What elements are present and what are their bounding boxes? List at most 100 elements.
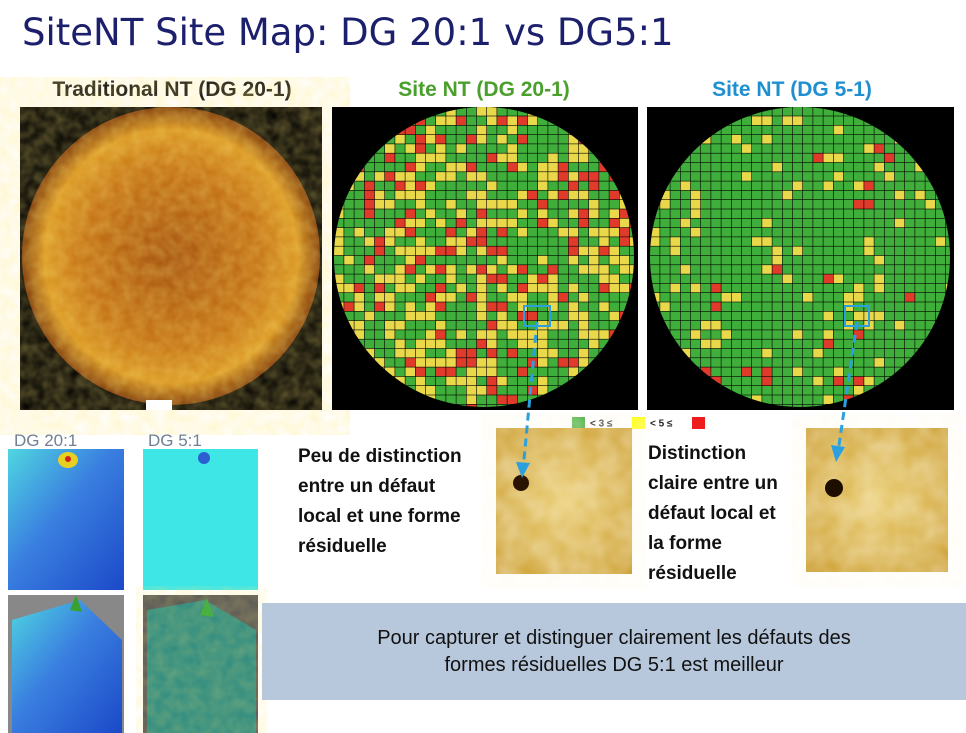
site-cell xyxy=(905,209,915,218)
site-cell xyxy=(364,218,375,228)
site-cell xyxy=(854,283,864,293)
site-cell xyxy=(813,255,823,265)
site-cell xyxy=(772,116,782,125)
site-cell xyxy=(690,153,701,163)
site-cell xyxy=(803,209,813,218)
site-cell xyxy=(935,209,946,218)
site-cell xyxy=(833,190,844,200)
site-cell xyxy=(578,255,589,265)
site-cell xyxy=(578,302,589,311)
site-cell xyxy=(690,246,701,256)
site-cell xyxy=(456,172,466,181)
site-cell xyxy=(843,116,854,125)
site-cell xyxy=(476,339,487,349)
site-cell xyxy=(905,246,915,256)
site-cell xyxy=(558,348,568,358)
site-cell xyxy=(456,218,466,228)
site-cell xyxy=(599,200,609,209)
site-cell xyxy=(854,265,864,274)
site-cell xyxy=(578,265,589,274)
site-cell xyxy=(589,218,599,228)
site-cell xyxy=(446,162,456,172)
site-cell xyxy=(803,190,813,200)
site-cell xyxy=(690,237,701,246)
site-cell xyxy=(517,190,528,200)
site-cell xyxy=(507,237,517,246)
site-cell xyxy=(517,302,528,311)
site-cell xyxy=(629,255,634,265)
site-cell xyxy=(792,339,803,349)
site-cell xyxy=(538,144,548,153)
site-cell xyxy=(874,246,884,256)
site-cell xyxy=(721,320,731,330)
site-cell xyxy=(517,274,528,284)
site-cell xyxy=(456,330,466,339)
site-cell xyxy=(894,227,905,237)
site-cell xyxy=(374,255,385,265)
site-cell xyxy=(752,116,762,125)
site-cell xyxy=(415,283,426,293)
site-cell xyxy=(731,283,742,293)
site-cell xyxy=(456,386,466,395)
site-cell xyxy=(772,265,782,274)
site-cell xyxy=(476,200,487,209)
site-cell xyxy=(548,181,558,191)
site-cell xyxy=(405,293,415,302)
site-cell xyxy=(803,218,813,228)
site-cell xyxy=(803,302,813,311)
site-cell xyxy=(874,181,884,191)
site-cell xyxy=(466,358,477,367)
site-cell xyxy=(741,218,752,228)
site-cell xyxy=(935,227,946,237)
site-cell xyxy=(466,293,477,302)
site-cell xyxy=(782,358,793,367)
site-cell xyxy=(752,395,762,404)
site-cell xyxy=(905,153,915,163)
site-cell xyxy=(476,209,487,218)
site-cell xyxy=(344,209,354,218)
site-cell xyxy=(711,246,721,256)
site-cell xyxy=(517,246,528,256)
site-cell xyxy=(436,172,446,181)
site-cell xyxy=(415,181,426,191)
site-cell xyxy=(466,125,477,135)
site-cell xyxy=(487,311,497,321)
site-cell xyxy=(772,283,782,293)
site-cell xyxy=(741,237,752,246)
site-cell xyxy=(476,274,487,284)
site-cell xyxy=(833,293,844,302)
site-cell xyxy=(803,274,813,284)
site-cell xyxy=(507,330,517,339)
site-cell xyxy=(466,218,477,228)
site-cell xyxy=(792,246,803,256)
site-cell xyxy=(364,246,375,256)
site-cell xyxy=(701,153,711,163)
site-cell xyxy=(507,265,517,274)
site-cell xyxy=(629,274,634,284)
site-cell xyxy=(436,311,446,321)
site-cell xyxy=(487,162,497,172)
site-cell xyxy=(609,218,619,228)
site-cell xyxy=(527,218,538,228)
site-cell xyxy=(701,367,711,377)
site-cell xyxy=(364,330,375,339)
site-cell xyxy=(731,367,742,377)
site-cell xyxy=(772,330,782,339)
site-cell xyxy=(813,227,823,237)
site-cell xyxy=(609,209,619,218)
site-cell xyxy=(476,311,487,321)
site-cell xyxy=(762,116,772,125)
site-cell xyxy=(415,339,426,349)
site-cell xyxy=(670,190,680,200)
site-cell xyxy=(476,246,487,256)
site-cell xyxy=(823,218,833,228)
site-cell xyxy=(813,200,823,209)
site-cell xyxy=(884,255,895,265)
site-cell xyxy=(813,153,823,163)
site-cell xyxy=(385,144,395,153)
site-cell xyxy=(395,274,405,284)
site-cell xyxy=(354,311,364,321)
site-cell xyxy=(752,144,762,153)
site-cell xyxy=(436,274,446,284)
site-cell xyxy=(425,162,436,172)
